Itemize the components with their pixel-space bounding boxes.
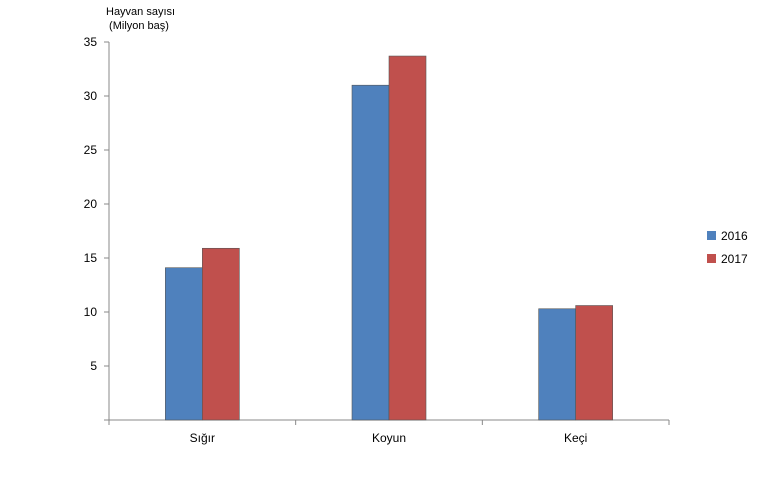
y-tick-label-20: 20 <box>84 197 98 211</box>
y-tick-label-10: 10 <box>84 305 98 319</box>
y-tick-label-35: 35 <box>84 35 98 49</box>
legend-label-2016: 2016 <box>721 228 748 243</box>
x-tick-label-0: Sığır <box>190 431 215 445</box>
y-tick-label-15: 15 <box>84 251 98 265</box>
x-tick-label-1: Koyun <box>372 431 406 445</box>
legend-item-2016: 2016 <box>707 224 748 247</box>
y-tick-label-30: 30 <box>84 89 98 103</box>
y-tick-label-25: 25 <box>84 143 98 157</box>
y-axis-title-line-1: Hayvan sayısı <box>106 6 176 18</box>
bar-2016-2 <box>538 308 576 421</box>
bars <box>165 55 613 421</box>
bar-2017-1 <box>388 55 427 421</box>
bar-2017-2 <box>575 305 613 421</box>
legend-swatch-2016 <box>707 231 716 240</box>
bar-2016-0 <box>165 267 203 421</box>
legend-label-2017: 2017 <box>721 251 748 266</box>
y-tick-label-5: 5 <box>90 359 97 373</box>
x-tick-label-2: Keçi <box>564 431 587 445</box>
legend-item-2017: 2017 <box>707 247 748 270</box>
y-axis-title: Hayvan sayısı (Milyon baş) <box>106 5 175 33</box>
bar-2017-0 <box>202 247 240 421</box>
legend: 2016 2017 <box>707 224 748 270</box>
bar-2016-1 <box>351 84 390 421</box>
legend-swatch-2017 <box>707 254 716 263</box>
y-axis-title-line-2: (Milyon baş) <box>106 20 169 32</box>
tick-labels: 5 10 15 20 25 30 35 Sığır Koyun Keçi <box>84 35 588 445</box>
